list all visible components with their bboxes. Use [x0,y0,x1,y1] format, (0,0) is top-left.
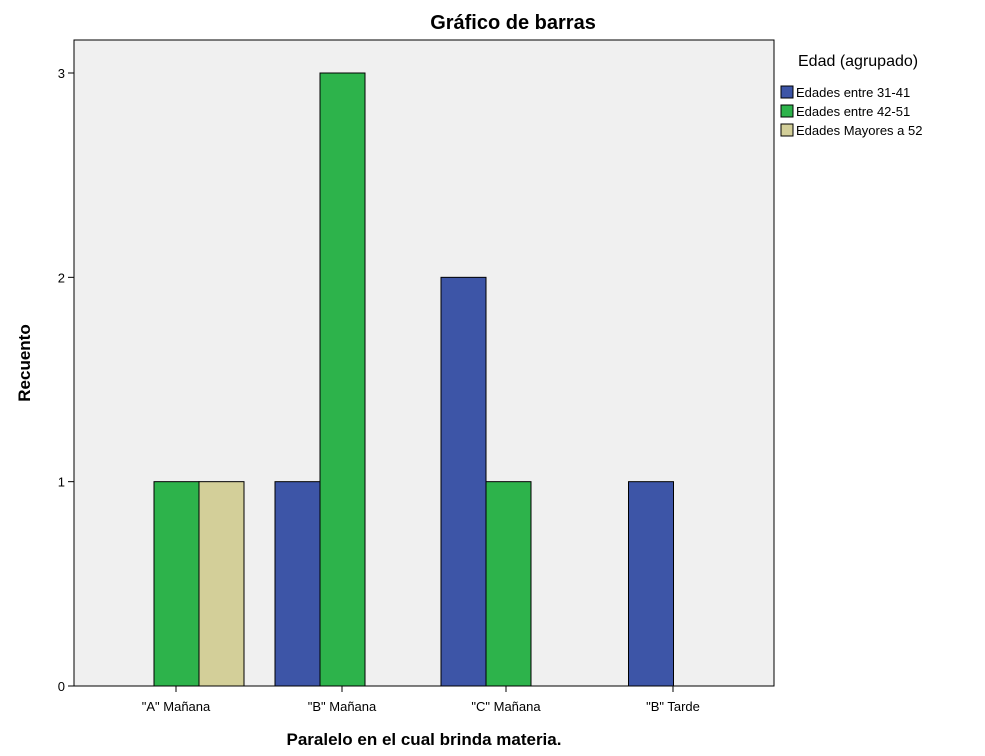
x-axis-title: Paralelo en el cual brinda materia. [287,730,562,749]
x-tick-label: "A" Mañana [142,699,211,714]
y-axis-title: Recuento [15,324,34,401]
legend: Edad (agrupado) Edades entre 31-41 Edades… [780,53,922,138]
bar-2-3 [485,481,532,687]
bar-1-2 [274,481,321,687]
legend-swatch [780,123,794,137]
legend-swatch [780,104,794,118]
y-axis: 0 1 2 3 [58,66,74,694]
bar-1-4 [628,481,674,687]
bar-3-1 [198,481,245,687]
bar-2-1 [153,481,200,687]
bars [153,72,674,687]
x-tick-label: "B" Mañana [308,699,377,714]
legend-label: Edades Mayores a 52 [796,123,922,138]
legend-label: Edades entre 42-51 [796,104,910,119]
legend-title: Edad (agrupado) [798,53,918,70]
y-tick-label: 3 [58,66,65,81]
x-tick-label: "C" Mañana [471,699,541,714]
x-tick-label: "B" Tarde [646,699,700,714]
y-tick-label: 2 [58,270,65,285]
legend-label: Edades entre 31-41 [796,85,910,100]
y-tick-label: 0 [58,679,65,694]
bar-1-3 [440,276,487,687]
y-tick-label: 1 [58,475,65,490]
chart-title: Gráfico de barras [430,12,596,34]
legend-swatch [780,85,794,99]
x-axis: "A" Mañana "B" Mañana "C" Mañana "B" Tarde [142,686,700,714]
bar-2-2 [319,72,366,687]
